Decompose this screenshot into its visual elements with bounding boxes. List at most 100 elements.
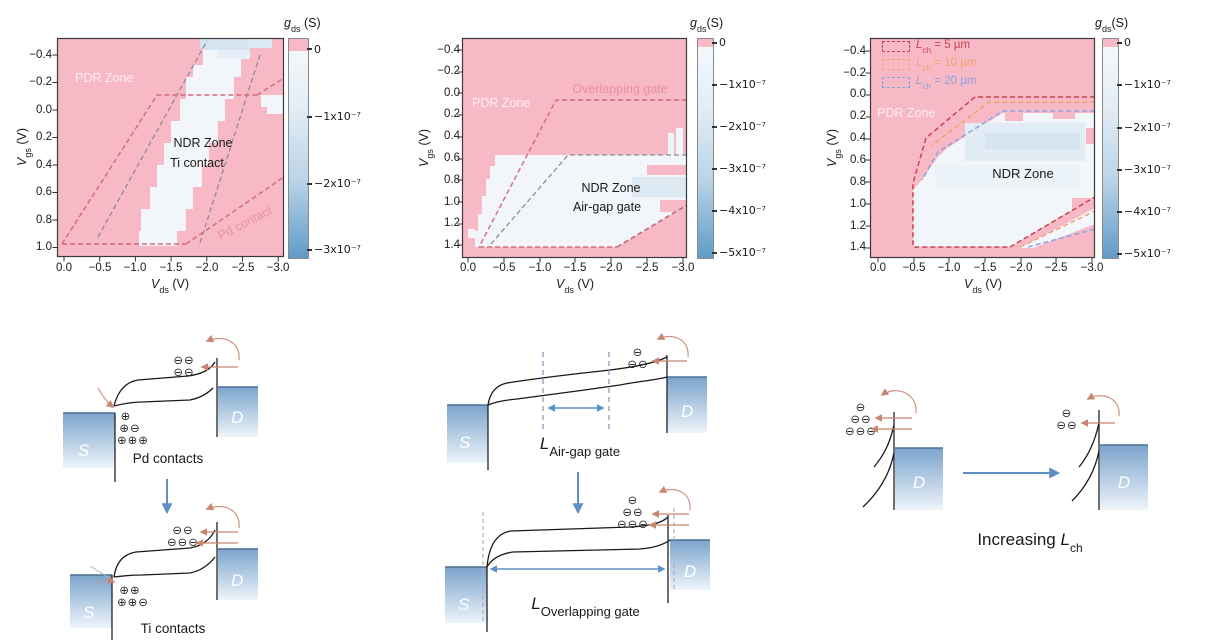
airgap-gate-length-label: LAir-gap gate bbox=[539, 434, 621, 459]
x-tick-label: −2.0 bbox=[195, 262, 219, 274]
colorbar-zero-cap bbox=[698, 39, 713, 47]
y-tick-label: 0.6 bbox=[850, 154, 866, 166]
colorbar-tick-label: −5x10⁻⁷ bbox=[719, 246, 766, 259]
airgap-gate-diagram: S D ⊖ ⊖⊖ bbox=[447, 332, 707, 470]
hole-injection-arrow bbox=[97, 387, 115, 408]
short-channel-drain-diagram: D ⊖ ⊖⊖ ⊖⊖⊖ bbox=[845, 388, 943, 510]
x-tick-label: −2.0 bbox=[1009, 262, 1033, 274]
x-tick-label: 0.0 bbox=[56, 262, 72, 274]
x-tick-label: −2.5 bbox=[1044, 262, 1068, 274]
source-letter: S bbox=[458, 595, 470, 614]
heatmap-plot-left bbox=[52, 37, 285, 262]
drain-letter: D bbox=[231, 408, 243, 427]
colorbar-title: gds(S) bbox=[1095, 16, 1129, 35]
band-diagram-contacts: S D ⊖⊖ ⊖⊖ ⊕ ⊕⊖ ⊕⊕⊕ S bbox=[63, 335, 258, 640]
valence-band bbox=[113, 556, 216, 578]
x-tick-label: −3.0 bbox=[671, 262, 695, 274]
overlapping-gate-label: Overlapping gate bbox=[572, 82, 668, 96]
drain-letter: D bbox=[1118, 473, 1130, 492]
y-tick-label: 1.4 bbox=[850, 241, 866, 253]
colorbar bbox=[288, 38, 309, 259]
conduction-band bbox=[113, 361, 216, 407]
y-tick-label: 0.2 bbox=[36, 131, 52, 143]
x-axis-label: Vds (V) bbox=[556, 277, 594, 296]
y-tick-label: 0.0 bbox=[36, 104, 52, 116]
x-tick-label: −2.0 bbox=[599, 262, 623, 274]
source-letter: S bbox=[83, 603, 95, 622]
source-contact bbox=[63, 413, 115, 468]
legend-swatch-20um bbox=[882, 77, 910, 88]
y-tick-label: 0.4 bbox=[444, 130, 460, 142]
electron-symbols: ⊖⊖ bbox=[850, 412, 871, 426]
y-tick-label: 0.2 bbox=[850, 110, 866, 122]
electron-symbols: ⊖ bbox=[856, 400, 867, 414]
drain-letter: D bbox=[231, 571, 243, 590]
x-tick-label: −0.5 bbox=[492, 262, 516, 274]
colorbar-zero-cap bbox=[289, 39, 308, 51]
ti-contact-label: Ti contact bbox=[170, 156, 224, 170]
y-tick-label: −0.4 bbox=[437, 44, 460, 56]
x-tick-label: −1.5 bbox=[159, 262, 183, 274]
y-tick-label: −0.2 bbox=[843, 67, 866, 79]
source-contact bbox=[445, 567, 487, 623]
heatmap-plot-middle bbox=[457, 37, 688, 263]
recirculation-arrow bbox=[205, 335, 240, 361]
y-axis-label: Vgs (V) bbox=[15, 128, 34, 166]
colorbar-tick-label: −5x10⁻⁷ bbox=[1124, 247, 1171, 260]
colorbar-tick-label: 0 bbox=[1124, 36, 1131, 49]
ti-contacts-label: Ti contacts bbox=[140, 621, 206, 636]
ndr-zone-label: NDR Zone bbox=[173, 136, 233, 150]
source-letter: S bbox=[459, 433, 471, 452]
y-tick-label: −0.2 bbox=[29, 76, 52, 88]
valence-band bbox=[862, 452, 895, 508]
x-tick-label: 0.0 bbox=[870, 262, 886, 274]
y-tick-label: 1.2 bbox=[444, 217, 460, 229]
colorbar-tick-label: −3x10⁻⁷ bbox=[314, 243, 361, 256]
colorbar-tick-label: −2x10⁻⁷ bbox=[719, 120, 766, 133]
y-tick-label: 1.0 bbox=[36, 241, 52, 253]
hole-symbols: ⊕⊕⊕ bbox=[117, 433, 149, 447]
overlapping-gate-diagram: S D ⊖ ⊖⊖ ⊖⊖⊖ bbox=[445, 485, 710, 632]
electron-symbols: ⊖ bbox=[633, 345, 644, 359]
electron-symbols: ⊖⊖ bbox=[622, 505, 643, 519]
y-tick-label: 1.0 bbox=[850, 198, 866, 210]
conduction-band bbox=[486, 516, 669, 568]
electron-symbols: ⊖⊖ bbox=[173, 365, 194, 379]
y-tick-label: 1.0 bbox=[444, 196, 460, 208]
y-tick-label: 0.8 bbox=[444, 174, 460, 186]
drain-contact bbox=[895, 448, 943, 510]
y-tick-label: 1.2 bbox=[850, 220, 866, 232]
electron-symbols: ⊖ bbox=[1062, 406, 1073, 420]
y-tick-label: 0.0 bbox=[850, 88, 866, 100]
drain-contact bbox=[670, 540, 710, 590]
valence-band bbox=[1071, 450, 1100, 502]
conduction-band bbox=[487, 356, 668, 406]
pd-contacts-label: Pd contacts bbox=[132, 451, 204, 466]
recirculation-arrow bbox=[205, 503, 240, 529]
heatmap-plot-right bbox=[865, 37, 1096, 263]
x-tick-label: −0.5 bbox=[902, 262, 926, 274]
legend-label-10um: Lch = 10 µm bbox=[916, 57, 977, 74]
y-tick-label: −0.4 bbox=[29, 49, 52, 61]
colorbar-tick-label: −3x10⁻⁷ bbox=[719, 162, 766, 175]
conduction-band bbox=[113, 529, 216, 578]
colorbar-tick-label: −4x10⁻⁷ bbox=[1124, 205, 1171, 218]
y-tick-label: 0.8 bbox=[36, 214, 52, 226]
electron-symbols: ⊖⊖ bbox=[627, 357, 648, 371]
drain-contact bbox=[218, 549, 258, 600]
x-tick-label: −3.0 bbox=[1080, 262, 1104, 274]
legend-swatch-10um bbox=[882, 59, 910, 70]
y-tick-label: 1.4 bbox=[444, 239, 460, 251]
hole-symbols: ⊕⊕ bbox=[119, 583, 140, 597]
y-tick-label: 0.0 bbox=[444, 87, 460, 99]
electron-symbols: ⊖⊖ bbox=[172, 523, 193, 537]
ti-contacts-diagram: S D ⊖⊖ ⊖⊖⊖ ⊕⊕ ⊕⊕⊖ bbox=[70, 503, 258, 640]
colorbar-tick-label: −2x10⁻⁷ bbox=[1124, 121, 1171, 134]
drain-contact bbox=[667, 377, 707, 433]
recirculation-arrow bbox=[1086, 392, 1120, 417]
source-contact bbox=[447, 405, 488, 463]
pdr-zone-label: PDR Zone bbox=[877, 106, 936, 120]
drain-contact bbox=[218, 387, 258, 437]
y-axis-label: Vgs (V) bbox=[825, 129, 844, 167]
